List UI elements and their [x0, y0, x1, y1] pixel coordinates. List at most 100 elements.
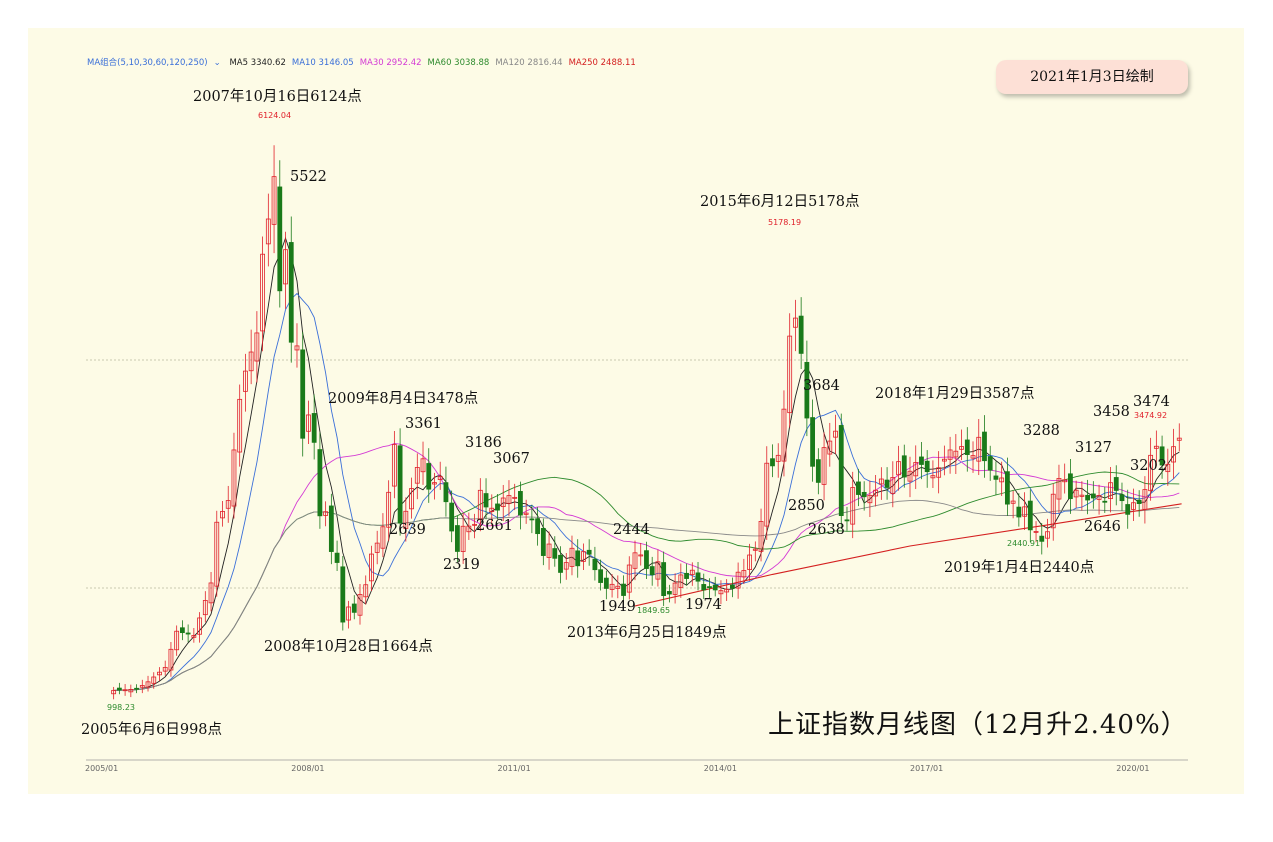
candle-body: [1136, 499, 1142, 504]
candle-body: [999, 477, 1005, 483]
candle-body: [363, 584, 369, 598]
candle-body: [861, 491, 867, 498]
candle-body: [821, 447, 827, 485]
candle-body: [913, 462, 919, 477]
candle-body: [850, 487, 856, 525]
ma5-line: [113, 236, 1180, 691]
candle-body: [409, 488, 414, 510]
candle-body: [1102, 500, 1108, 503]
candle-body: [632, 552, 638, 569]
candle-body: [157, 671, 162, 676]
annotation-label: 3202: [1130, 458, 1167, 474]
candle-body: [1062, 479, 1068, 483]
candle-body: [603, 577, 609, 589]
candle-body: [833, 430, 838, 438]
ma60-line: [113, 471, 1180, 691]
candle-body: [1153, 445, 1159, 449]
candle-body: [707, 586, 712, 589]
candle-body: [1125, 504, 1131, 515]
candle-body: [466, 525, 472, 533]
annotation-label: 2008年10月28日1664点: [264, 638, 433, 655]
candle-body: [208, 582, 214, 604]
ma-group-label[interactable]: MA组合(5,10,30,60,120,250) ⌄: [87, 58, 221, 68]
ma-legend-item: MA30 2952.42: [359, 58, 422, 68]
candle-body: [930, 475, 936, 479]
candle-body: [1068, 473, 1073, 500]
candle-body: [357, 594, 363, 616]
ma120-line: [113, 499, 1180, 691]
ma-legend[interactable]: MA组合(5,10,30,60,120,250) ⌄ MA5 3340.62 MA1…: [87, 56, 648, 68]
candle-body: [225, 500, 231, 509]
annotation-label: 3288: [1023, 423, 1060, 439]
candle-body: [432, 482, 437, 485]
ma-legend-item: MA10 3146.05: [291, 58, 354, 68]
candle-body: [1148, 454, 1154, 492]
candle-body: [403, 510, 409, 529]
candle-body: [558, 554, 563, 573]
candle-body: [168, 648, 174, 671]
candle-body: [300, 349, 306, 439]
x-axis: 2005/01 2008/01 2011/01 2014/01 2017/01 2020/…: [85, 759, 1188, 773]
candle-body: [237, 398, 243, 453]
candle-body: [621, 583, 626, 596]
candle-body: [254, 332, 260, 362]
candle-body: [1004, 471, 1010, 505]
candle-body: [391, 444, 397, 487]
candle-body: [426, 463, 432, 490]
candle-body: [586, 549, 592, 555]
candle-body: [506, 495, 512, 504]
x-tick-label: 2008/01: [291, 764, 324, 773]
annotation-label: 3127: [1075, 440, 1112, 456]
x-tick-label: 2011/01: [498, 764, 531, 773]
candle-body: [489, 507, 495, 513]
candle-body: [340, 566, 346, 623]
annotation-label: 2639: [389, 522, 426, 538]
candle-body: [638, 554, 644, 557]
x-tick-label: 2020/01: [1116, 764, 1149, 773]
candle-body: [1016, 506, 1022, 518]
candle-body: [941, 458, 947, 462]
candle-body: [483, 493, 489, 508]
candle-body: [518, 491, 523, 516]
annotation-label: 2319: [443, 557, 480, 573]
chart-title: 上证指数月线图（12月升2.40%）: [768, 710, 1188, 740]
candle-body: [1142, 489, 1148, 510]
candle-body: [626, 564, 632, 593]
candle-body: [775, 454, 781, 462]
candle-body: [454, 525, 460, 552]
candle-body: [495, 503, 500, 511]
candle-body: [328, 505, 334, 552]
candle-body: [397, 445, 403, 524]
candle-body: [380, 526, 386, 549]
candle-body: [661, 562, 667, 597]
candle-body: [443, 482, 449, 503]
candle-body: [644, 550, 649, 569]
candle-body: [420, 458, 426, 473]
candle-body: [735, 571, 741, 589]
candles: [111, 145, 1182, 700]
candle-body: [787, 335, 793, 414]
candle-body: [724, 588, 730, 593]
candle-body: [386, 491, 392, 528]
candle-body: [569, 547, 575, 567]
candle-body: [1050, 493, 1056, 529]
candle-body: [306, 414, 311, 432]
candle-body: [1171, 446, 1176, 463]
candle-body: [959, 446, 964, 450]
candle-body: [1113, 477, 1119, 491]
annotation-label: 5522: [290, 169, 327, 185]
candle-body: [867, 494, 873, 504]
candle-body: [970, 455, 976, 459]
candle-body: [277, 186, 283, 292]
candle-body: [111, 689, 117, 695]
candle-body: [1079, 494, 1085, 497]
annotation-label: 2019年1月4日2440点: [944, 559, 1094, 576]
annotation-label: 2007年10月16日6124点: [193, 88, 362, 105]
candle-body: [764, 462, 770, 527]
candle-body: [890, 477, 896, 494]
chart-panel: [28, 28, 1244, 794]
candle-body: [500, 497, 506, 508]
candle-body: [1022, 506, 1027, 517]
candle-body: [1056, 477, 1062, 500]
